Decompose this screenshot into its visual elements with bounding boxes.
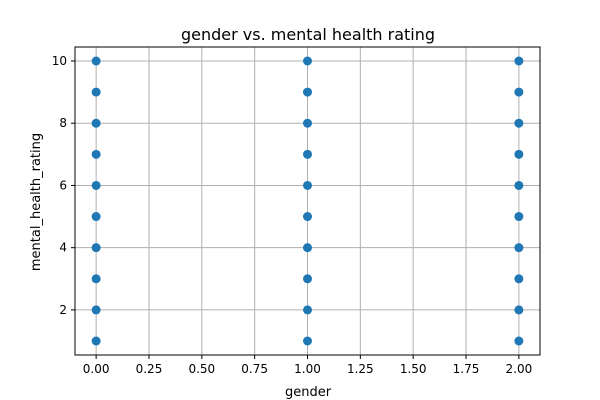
x-tick-label: 0.25 [136,362,163,376]
data-point [91,212,101,222]
x-tick-label: 2.00 [506,362,533,376]
data-point [91,336,101,346]
data-point [303,180,312,190]
data-point [514,87,524,97]
chart-title: gender vs. mental health rating [181,25,435,44]
data-point [303,305,312,315]
data-point [514,305,524,315]
y-tick-label: 4 [59,241,67,255]
y-axis-ticks: 2 4 6 8 10 [52,54,75,317]
data-point [303,56,312,66]
y-tick-label: 10 [52,54,67,68]
x-tick-label: 1.50 [400,362,427,376]
data-point [303,87,312,97]
y-tick-label: 8 [59,116,67,130]
data-point [303,149,312,159]
x-axis-label: gender [285,385,332,400]
x-tick-label: 0.00 [83,362,110,376]
data-point [303,118,312,128]
x-tick-label: 1.00 [294,362,321,376]
data-point [514,118,524,128]
data-point [514,56,524,66]
data-point [91,305,101,315]
data-point [514,212,524,222]
data-point [303,243,312,253]
x-tick-label: 0.75 [241,362,268,376]
x-tick-label: 1.25 [347,362,374,376]
data-point [91,243,101,253]
data-point [91,56,101,66]
data-point [514,336,524,346]
data-point [303,212,312,222]
y-tick-label: 2 [59,303,67,317]
data-point [514,274,524,284]
data-point [514,149,524,159]
x-tick-label: 1.75 [453,362,480,376]
data-point [303,336,312,346]
x-tick-label: 0.50 [188,362,215,376]
data-point [91,87,101,97]
data-points [91,56,524,346]
y-tick-label: 6 [59,178,67,192]
data-point [91,180,101,190]
data-point [514,180,524,190]
data-point [303,274,312,284]
data-point [514,243,524,253]
y-axis-label: mental_health_rating [29,133,44,271]
x-axis-ticks: 0.00 0.25 0.50 0.75 1.00 1.25 1.50 1.75 2.00 [83,355,532,376]
data-point [91,149,101,159]
data-point [91,118,101,128]
data-point [91,274,101,284]
